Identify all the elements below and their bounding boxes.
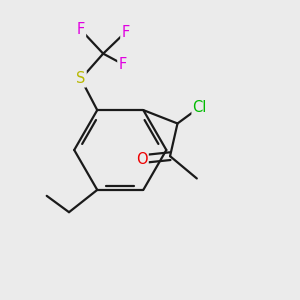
- Text: F: F: [77, 22, 85, 38]
- Text: F: F: [118, 56, 127, 71]
- Text: Cl: Cl: [193, 100, 207, 115]
- Text: S: S: [76, 71, 86, 86]
- Text: F: F: [122, 25, 130, 40]
- Text: O: O: [136, 152, 148, 166]
